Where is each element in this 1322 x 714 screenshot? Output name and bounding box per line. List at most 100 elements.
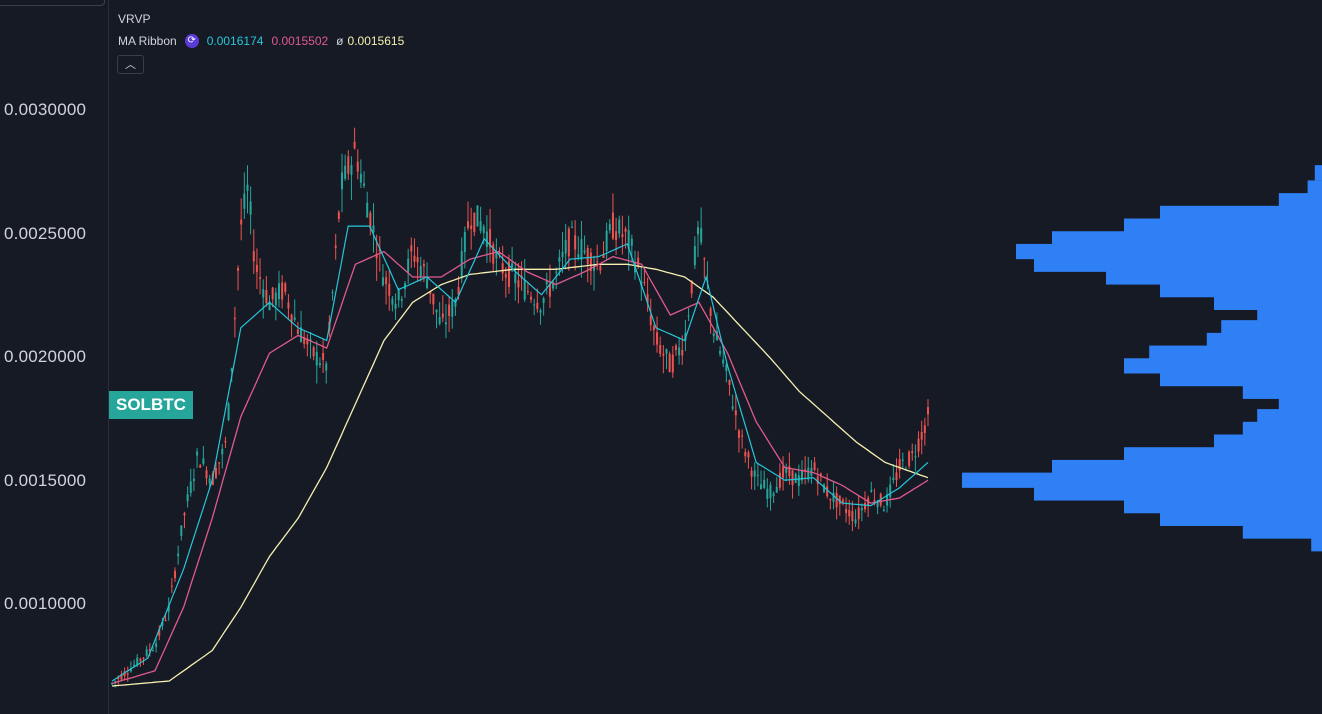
- candle-body: [470, 225, 473, 230]
- candle-body: [750, 470, 753, 477]
- candle-body: [530, 296, 533, 300]
- candle-body: [602, 254, 605, 259]
- candle-body: [911, 451, 914, 454]
- volume-profile-bar: [1034, 256, 1322, 272]
- ma-ribbon-icon[interactable]: ⟳: [184, 34, 199, 48]
- candle-body: [192, 478, 195, 482]
- candle-body: [123, 671, 126, 677]
- candle-body: [482, 226, 485, 233]
- candle-body: [249, 201, 252, 215]
- candlestick-series: [111, 127, 929, 688]
- candle-body: [611, 212, 614, 239]
- candle-body: [457, 287, 460, 295]
- candle-body: [558, 257, 561, 262]
- candle-body: [356, 161, 359, 172]
- candle-body: [901, 459, 904, 461]
- candle-body: [646, 294, 649, 304]
- candle-body: [344, 165, 347, 179]
- candle-body: [252, 251, 255, 262]
- candle-body: [599, 265, 602, 271]
- volume-profile-bar: [1106, 269, 1322, 285]
- candle-body: [703, 258, 706, 260]
- candle-body: [807, 467, 810, 480]
- candle-body: [277, 283, 280, 300]
- candle-body: [731, 406, 734, 409]
- candle-body: [608, 224, 611, 231]
- volume-profile-bar: [1278, 396, 1322, 412]
- candle-body: [630, 238, 633, 246]
- candle-body: [542, 298, 545, 304]
- candle-body: [860, 508, 863, 511]
- candle-body: [366, 202, 369, 218]
- candle-body: [927, 407, 929, 415]
- y-tick-label: 0.0010000: [4, 594, 87, 613]
- candle-body: [624, 228, 627, 232]
- candle-body: [174, 570, 177, 579]
- volume-profile-bar: [1160, 370, 1322, 387]
- candle-body: [756, 474, 759, 476]
- candle-body: [359, 173, 362, 183]
- candle-body: [189, 481, 192, 494]
- candle-body: [791, 470, 794, 486]
- candle-body: [467, 221, 470, 229]
- volume-profile-bar: [1257, 307, 1322, 323]
- candle-body: [908, 451, 911, 466]
- volume-profile-bar: [962, 472, 1322, 488]
- candle-body: [284, 283, 287, 292]
- chevron-up-icon: ︿: [125, 59, 136, 71]
- candle-body: [804, 469, 807, 471]
- volume-profile-bar: [1214, 434, 1322, 450]
- candle-body: [719, 350, 722, 354]
- candle-body: [306, 338, 309, 345]
- candle-body: [167, 605, 170, 612]
- candle-body: [813, 462, 816, 471]
- candle-body: [224, 440, 227, 443]
- candle-body: [741, 435, 744, 437]
- volume-profile-bar: [1124, 218, 1322, 234]
- candle-body: [233, 317, 236, 320]
- candle-body: [627, 230, 630, 249]
- candle-body: [413, 255, 416, 262]
- candle-body: [728, 379, 731, 385]
- price-axis[interactable]: 0.0030000 0.0025000 0.0020000 0.0015000 …: [0, 0, 109, 714]
- candle-body: [848, 509, 851, 517]
- candle-body: [782, 466, 785, 478]
- candle-body: [914, 456, 917, 458]
- candle-body: [353, 141, 356, 149]
- candle-body: [618, 219, 621, 234]
- candle-body: [794, 473, 797, 483]
- candle-body: [760, 484, 763, 490]
- candle-body: [785, 467, 788, 473]
- candle-body: [523, 279, 526, 300]
- candle-body: [766, 488, 769, 499]
- candle-body: [120, 674, 123, 680]
- candle-body: [287, 302, 290, 309]
- candle-body: [816, 476, 819, 484]
- collapse-legend-button[interactable]: ︿: [117, 55, 144, 74]
- candle-body: [322, 352, 325, 360]
- candle-body: [561, 252, 564, 257]
- candle-body: [334, 245, 337, 248]
- volume-profile-bar: [1257, 409, 1322, 425]
- candle-body: [129, 668, 132, 672]
- candle-body: [240, 219, 243, 225]
- vrvp-legend-row[interactable]: VRVP: [118, 8, 404, 30]
- candle-body: [829, 498, 832, 501]
- candle-body: [372, 225, 375, 233]
- candle-body: [177, 553, 180, 557]
- candle-body: [208, 478, 211, 484]
- top-left-control[interactable]: [0, 0, 105, 6]
- ma-ribbon-legend-row[interactable]: MA Ribbon ⟳ 0.0016174 0.0015502 ø 0.0015…: [118, 30, 404, 52]
- y-tick-label: 0.0030000: [4, 100, 87, 119]
- candle-body: [800, 470, 803, 481]
- candle-body: [734, 410, 737, 416]
- candle-body: [763, 479, 766, 488]
- candle-body: [255, 264, 258, 272]
- ma-slow-line: [111, 263, 929, 687]
- candle-body: [199, 465, 202, 468]
- candle-body: [271, 287, 274, 300]
- candle-body: [548, 283, 551, 297]
- candle-body: [451, 300, 454, 317]
- candle-body: [671, 354, 674, 373]
